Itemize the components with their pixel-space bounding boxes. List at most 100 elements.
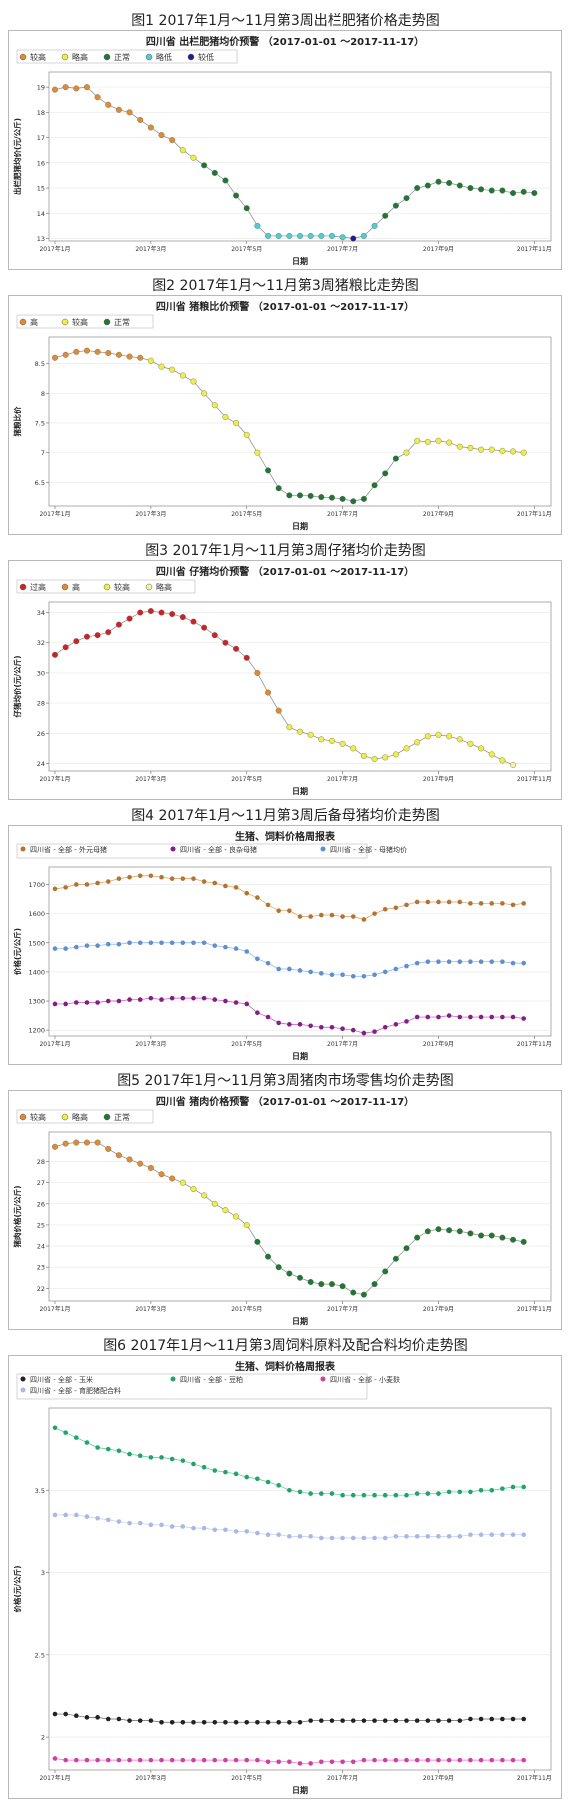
data-point	[478, 446, 485, 453]
x-tick-label: 2017年7月	[327, 245, 358, 253]
data-point	[350, 1492, 356, 1498]
data-point	[265, 1479, 271, 1485]
chart-svg: 四川省 猪粮比价预警 （2017-01-01 ～2017-11-17） 高 较高 正常…	[12, 300, 552, 531]
data-point	[169, 1524, 175, 1529]
data-point	[500, 1716, 505, 1722]
data-point	[456, 1228, 463, 1235]
data-point	[169, 1456, 175, 1462]
data-point	[372, 1492, 377, 1498]
data-point	[372, 972, 377, 978]
data-point	[265, 902, 271, 908]
data-point	[63, 946, 68, 951]
data-point	[308, 1491, 313, 1496]
y-axis-label: 出栏肥猪均价(元/公斤)	[12, 118, 22, 195]
data-point	[147, 608, 154, 615]
data-point	[520, 1238, 527, 1245]
data-point	[276, 1759, 281, 1765]
data-point	[222, 414, 229, 421]
data-point	[435, 731, 442, 738]
data-point	[211, 1200, 218, 1207]
data-point	[329, 972, 335, 978]
legend-marker	[170, 1376, 176, 1382]
data-point	[425, 899, 431, 905]
data-point	[105, 1145, 112, 1152]
data-point	[489, 901, 495, 906]
data-point	[499, 187, 506, 194]
data-point	[223, 944, 228, 950]
data-point	[425, 1718, 431, 1723]
data-point	[52, 886, 58, 892]
data-point	[361, 917, 367, 922]
data-point	[159, 1522, 164, 1528]
data-point	[360, 752, 367, 759]
data-point	[286, 492, 293, 499]
data-point	[201, 1464, 207, 1470]
legend-label: 正常	[114, 1113, 130, 1122]
data-point	[169, 1719, 175, 1725]
data-point	[158, 363, 165, 370]
data-point	[436, 1491, 441, 1496]
data-point	[180, 995, 186, 1001]
legend-label: 四川省 - 全部 - 小麦麸	[330, 1375, 400, 1384]
data-point	[212, 1719, 218, 1725]
data-point	[180, 940, 186, 946]
data-point	[180, 1757, 186, 1763]
data-point	[95, 1515, 100, 1521]
data-point	[127, 1757, 132, 1763]
data-point	[147, 124, 154, 131]
data-point	[276, 1719, 281, 1725]
data-point	[265, 467, 272, 474]
legend-label: 较低	[198, 52, 214, 62]
data-point	[94, 632, 101, 639]
data-point	[286, 232, 293, 239]
y-tick-label: 2.5	[35, 1651, 45, 1659]
data-point	[286, 724, 293, 731]
data-point	[435, 1226, 442, 1233]
x-axis-label: 日期	[292, 786, 308, 796]
data-point	[308, 1534, 313, 1539]
data-point	[488, 751, 495, 758]
data-point	[500, 1532, 505, 1537]
data-point	[105, 1517, 111, 1523]
data-point	[297, 492, 304, 499]
data-point	[243, 1221, 250, 1228]
data-point	[318, 494, 325, 501]
data-point	[201, 1719, 207, 1725]
data-point	[478, 1716, 484, 1722]
x-tick-label: 2017年1月	[39, 775, 70, 783]
data-point	[489, 1014, 495, 1020]
data-point	[456, 736, 463, 743]
data-point	[169, 611, 176, 618]
data-point	[275, 707, 282, 714]
legend-marker	[61, 1113, 69, 1121]
legend-marker	[103, 583, 111, 591]
x-tick-label: 2017年3月	[135, 510, 166, 518]
data-point	[350, 1759, 356, 1765]
plot-area	[48, 71, 552, 242]
data-point	[212, 1468, 218, 1473]
data-point	[329, 1718, 335, 1723]
data-point	[340, 1026, 345, 1032]
data-point	[382, 1268, 389, 1275]
data-point	[318, 232, 325, 239]
data-point	[179, 1179, 186, 1186]
y-tick-label: 14	[37, 210, 45, 218]
data-point	[510, 1716, 516, 1722]
data-point	[201, 940, 207, 946]
data-point	[361, 1535, 367, 1541]
data-point	[126, 109, 133, 116]
data-point	[158, 1171, 165, 1178]
data-point	[319, 1759, 324, 1765]
data-point	[478, 901, 484, 906]
data-point	[468, 1716, 473, 1722]
data-point	[436, 1534, 441, 1539]
x-tick-label: 2017年11月	[517, 510, 552, 518]
data-point	[126, 615, 133, 622]
legend-marker	[19, 53, 27, 61]
data-point	[137, 873, 143, 879]
data-point	[233, 1471, 239, 1477]
data-point	[137, 116, 144, 123]
data-point	[84, 943, 90, 948]
data-point	[510, 190, 517, 197]
data-point	[478, 1014, 484, 1020]
